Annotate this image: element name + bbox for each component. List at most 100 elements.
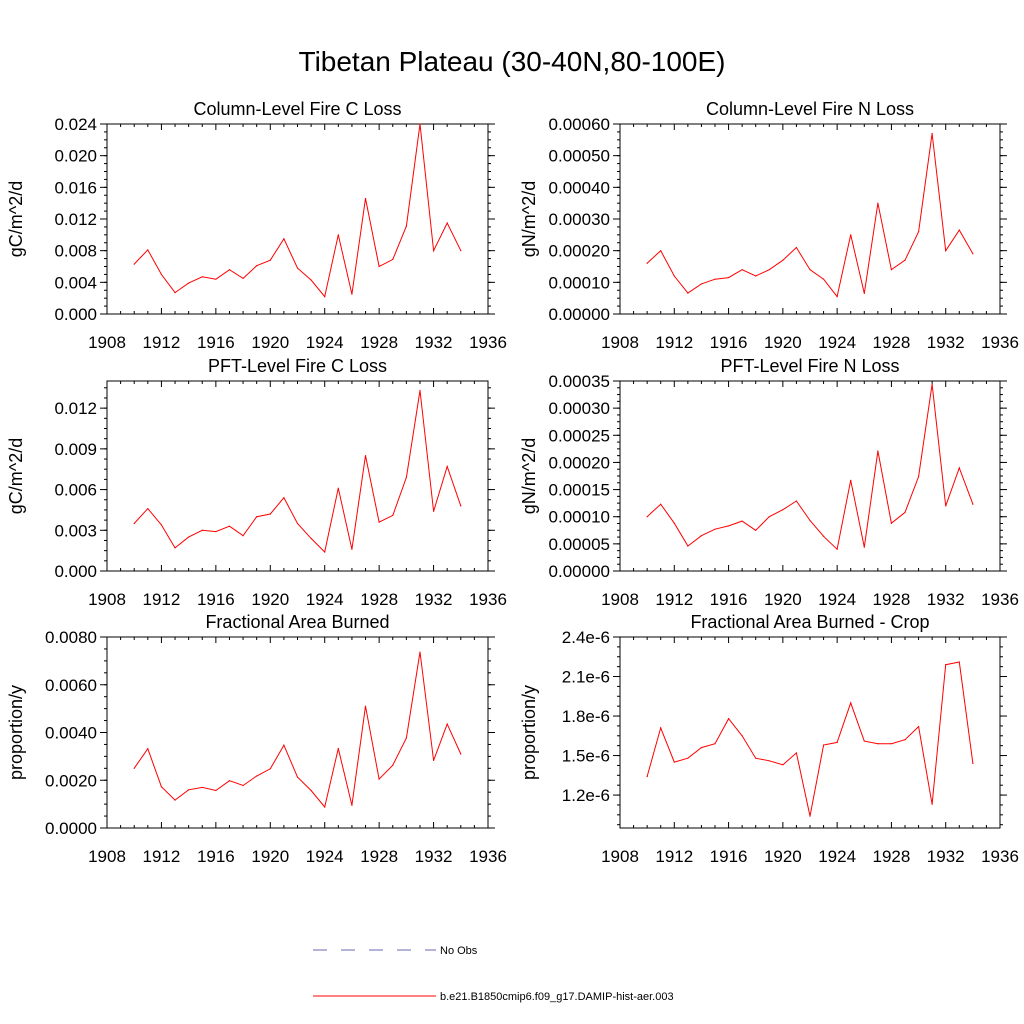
legend: No Obs b.e21.B1850cmip6.f09_g17.DAMIP-his… [313, 945, 674, 1003]
data-point [147, 748, 149, 750]
data-point [446, 222, 448, 224]
data-point [283, 238, 285, 240]
data-point [160, 273, 163, 276]
data-point [660, 250, 662, 252]
data-point [714, 743, 716, 745]
data-point [392, 258, 394, 260]
data-point [337, 487, 339, 489]
plot-frame [106, 380, 489, 572]
data-point [917, 475, 920, 478]
y-tick-label: 0.00025 [549, 426, 610, 445]
x-tick-label: 1932 [415, 847, 453, 866]
data-point [269, 259, 271, 261]
x-tick-label: 1924 [306, 590, 344, 609]
y-tick-label: 0.00000 [549, 562, 610, 581]
data-point [931, 803, 933, 805]
chart-panel-4: PFT-Level Fire N Loss gN/m^2/d 1908 1912 191… [519, 356, 1019, 609]
data-point [133, 263, 135, 265]
data-point [256, 265, 258, 267]
data-point [727, 718, 730, 720]
series-line [646, 661, 974, 817]
data-point [378, 521, 380, 523]
x-tick-label: 1912 [143, 847, 181, 866]
data-point [917, 231, 920, 233]
data-point [945, 664, 947, 666]
x-tick-label: 1928 [873, 333, 911, 352]
x-tick-label: 1928 [873, 590, 911, 609]
data-point [228, 780, 231, 782]
data-point [782, 259, 784, 261]
series-line [646, 384, 974, 551]
y-tick-label: 1.2e-6 [562, 786, 610, 805]
data-point [405, 476, 407, 478]
data-point [904, 739, 906, 741]
data-point [795, 752, 798, 754]
data-point [646, 776, 648, 778]
data-point [836, 295, 838, 298]
x-tick-label: 1932 [927, 333, 965, 352]
data-point [228, 269, 231, 271]
y-tick-label: 0.00040 [549, 178, 610, 197]
y-tick-label: 0.016 [54, 178, 97, 197]
data-point [877, 743, 879, 745]
y-tick-label: 0.0000 [45, 819, 97, 838]
data-point [174, 292, 176, 294]
data-point [133, 522, 135, 525]
y-tick-label: 0.008 [54, 242, 97, 261]
x-tick-label: 1916 [197, 590, 235, 609]
data-point [727, 525, 730, 527]
data-point [931, 383, 933, 385]
x-tick-label: 1924 [818, 847, 856, 866]
y-tick-label: 0.020 [54, 147, 97, 166]
data-point [958, 661, 960, 663]
x-tick-label: 1920 [251, 847, 289, 866]
data-point [809, 815, 811, 817]
data-point [673, 522, 675, 524]
x-tick-label: 1912 [143, 333, 181, 352]
data-point [741, 520, 743, 522]
data-point [147, 249, 149, 251]
x-tick-label: 1920 [764, 590, 802, 609]
data-point [755, 275, 757, 277]
x-tick-label: 1936 [981, 590, 1019, 609]
data-point [768, 516, 770, 518]
x-tick-label: 1912 [143, 590, 181, 609]
data-point [673, 761, 675, 763]
data-point [850, 702, 852, 704]
data-point [714, 528, 716, 530]
y-tick-label: 1.8e-6 [562, 707, 610, 726]
data-point [446, 465, 448, 468]
data-point [972, 503, 974, 505]
data-point [378, 265, 380, 268]
x-tick-label: 1916 [710, 590, 748, 609]
x-tick-label: 1920 [764, 333, 802, 352]
y-axis-label: gN/m^2/d [519, 438, 539, 514]
data-point [863, 740, 865, 742]
data-point [646, 262, 648, 264]
y-tick-label: 0.003 [54, 521, 97, 540]
y-tick-label: 0.00060 [549, 115, 610, 134]
x-tick-label: 1912 [655, 847, 693, 866]
data-point [160, 524, 163, 526]
data-point [432, 250, 435, 252]
y-tick-label: 0.00050 [549, 147, 610, 166]
data-point [782, 764, 784, 766]
data-point [917, 725, 920, 728]
data-point [188, 789, 190, 791]
x-tick-label: 1928 [873, 847, 911, 866]
x-tick-label: 1928 [360, 847, 398, 866]
plot-frame [106, 636, 489, 829]
data-point [809, 269, 811, 271]
data-point [782, 509, 784, 511]
data-point [768, 760, 770, 762]
data-point [741, 269, 743, 271]
data-point [296, 776, 299, 778]
data-point [364, 197, 367, 200]
data-point [188, 282, 190, 284]
data-point [687, 292, 689, 294]
y-axis-label: proportion/y [6, 685, 26, 780]
y-tick-label: 0.024 [54, 115, 97, 134]
data-point [822, 278, 825, 280]
data-point [296, 267, 299, 269]
data-point [242, 277, 244, 279]
